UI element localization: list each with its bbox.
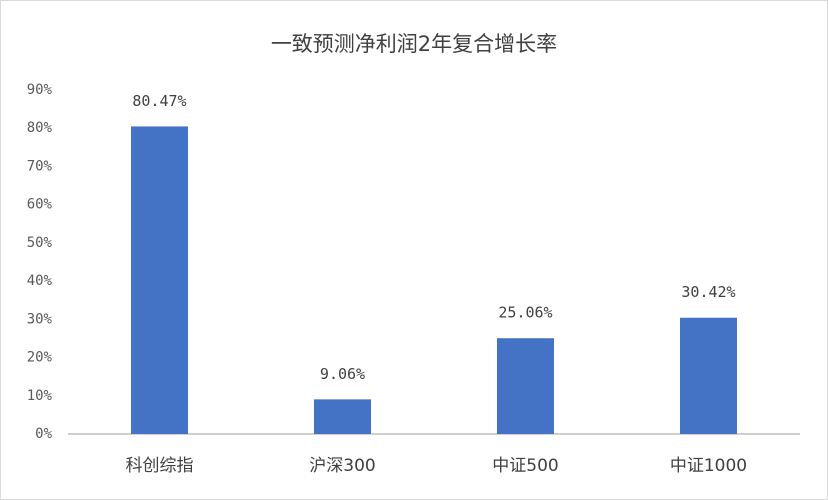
x-tick-label: 中证500	[492, 456, 558, 476]
y-tick-label: 30%	[27, 311, 53, 327]
y-tick-label: 90%	[27, 82, 53, 98]
x-tick-label: 沪深300	[309, 456, 375, 476]
value-label: 30.42%	[681, 283, 735, 301]
y-tick-label: 40%	[27, 273, 53, 289]
x-tick-label: 中证1000	[670, 456, 747, 476]
y-tick-label: 60%	[27, 197, 53, 213]
y-tick-label: 20%	[27, 350, 53, 366]
bar	[131, 126, 188, 434]
x-tick-label: 科创综指	[126, 456, 194, 476]
value-label: 80.47%	[132, 92, 186, 110]
bar	[497, 338, 554, 434]
y-tick-label: 10%	[27, 388, 53, 404]
y-tick-label: 0%	[35, 426, 52, 442]
value-label: 25.06%	[498, 304, 552, 322]
y-tick-label: 70%	[27, 158, 53, 174]
bar	[680, 317, 737, 434]
chart-title: 一致预测净利润2年复合增长率	[271, 32, 557, 56]
y-tick-label: 80%	[27, 120, 53, 136]
bar	[314, 399, 371, 434]
y-tick-label: 50%	[27, 235, 53, 251]
value-label: 9.06%	[320, 365, 365, 383]
